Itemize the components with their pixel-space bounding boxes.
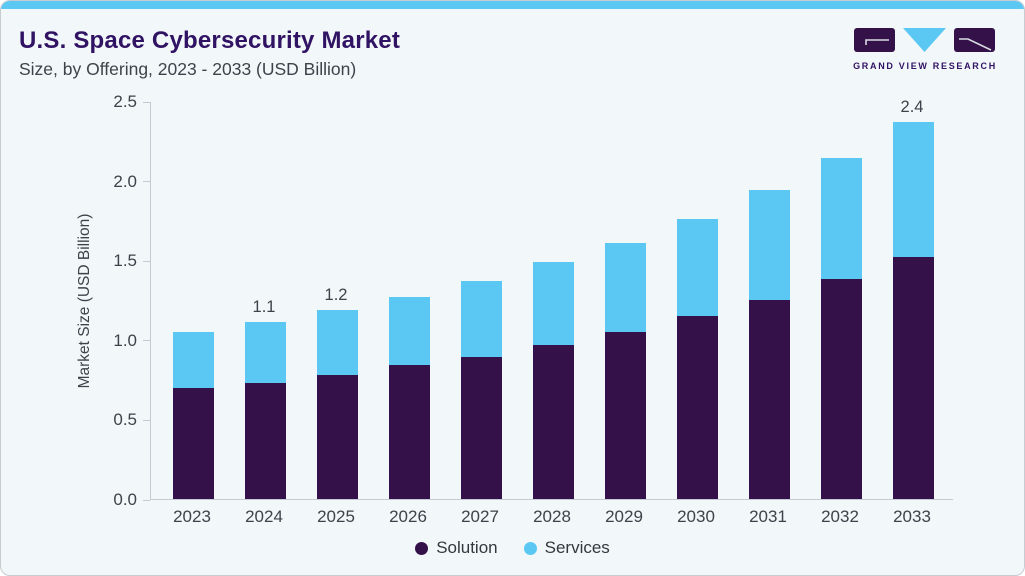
x-tick-label-2025: 2025 xyxy=(317,507,355,526)
y-tick-mark xyxy=(143,181,150,183)
bar-2028 xyxy=(532,261,574,499)
x-tick-label-2031: 2031 xyxy=(749,507,787,526)
bar-segment-services-2027 xyxy=(460,280,502,358)
y-tick-mark xyxy=(143,340,150,342)
bar-2029 xyxy=(604,242,646,499)
top-accent-bar xyxy=(1,1,1024,9)
bar-2032 xyxy=(820,158,862,499)
gvr-logo-icon xyxy=(854,28,995,52)
bar-segment-services-2030 xyxy=(676,218,718,316)
y-tick-mark xyxy=(143,101,150,103)
bar-segment-solution-2029 xyxy=(604,331,646,499)
chart-legend: Solution Services xyxy=(1,538,1024,558)
page-title: U.S. Space Cybersecurity Market xyxy=(19,27,401,54)
bar-segment-services-2024 xyxy=(244,322,286,383)
y-tick-label: 1.0 xyxy=(113,330,137,350)
y-tick-mark xyxy=(143,260,150,262)
bar-segment-solution-2028 xyxy=(532,344,574,499)
legend-dot-icon xyxy=(415,541,429,555)
bar-segment-solution-2026 xyxy=(388,365,430,499)
x-tick-label-2032: 2032 xyxy=(821,507,859,526)
grand-view-research-logo: GRAND VIEW RESEARCH xyxy=(852,27,998,71)
legend-label: Services xyxy=(544,538,610,557)
logo-text: GRAND VIEW RESEARCH xyxy=(853,61,997,71)
y-tick-mark xyxy=(143,499,150,501)
page-subtitle: Size, by Offering, 2023 - 2033 (USD Bill… xyxy=(19,59,357,79)
plot-area xyxy=(150,102,953,500)
bar-segment-solution-2031 xyxy=(748,300,790,499)
x-tick-label-2029: 2029 xyxy=(605,507,643,526)
bar-2026 xyxy=(388,296,430,499)
bar-segment-solution-2030 xyxy=(676,315,718,499)
bar-2027 xyxy=(460,280,502,499)
bar-2030 xyxy=(676,218,718,499)
y-tick-label: 0.0 xyxy=(113,490,137,509)
bar-total-label-2025: 1.2 xyxy=(324,285,348,304)
x-tick-label-2033: 2033 xyxy=(893,507,931,526)
bar-segment-solution-2027 xyxy=(460,357,502,499)
x-tick-label-2024: 2024 xyxy=(245,507,283,526)
legend-dot-icon xyxy=(523,541,537,555)
legend-label: Solution xyxy=(436,538,498,557)
x-tick-label-2030: 2030 xyxy=(677,507,715,526)
y-tick-mark xyxy=(143,419,150,421)
x-tick-label-2027: 2027 xyxy=(461,507,499,526)
bar-segment-services-2031 xyxy=(748,190,790,300)
bar-segment-services-2033 xyxy=(892,121,934,258)
y-tick-label: 2.5 xyxy=(113,92,137,111)
y-axis-title: Market Size (USD Billion) xyxy=(76,213,93,389)
bar-segment-solution-2032 xyxy=(820,279,862,499)
bar-segment-solution-2023 xyxy=(172,387,214,499)
bar-2033 xyxy=(892,121,934,499)
x-tick-label-2023: 2023 xyxy=(173,507,211,526)
bar-segment-solution-2033 xyxy=(892,257,934,499)
bar-segment-services-2025 xyxy=(316,309,358,375)
bar-2024 xyxy=(244,322,286,499)
bar-segment-services-2032 xyxy=(820,158,862,280)
bar-segment-services-2029 xyxy=(604,242,646,332)
legend-item-services: Services xyxy=(523,538,610,558)
bar-total-label-2024: 1.1 xyxy=(252,298,276,317)
y-tick-label: 2.0 xyxy=(113,171,137,191)
bar-segment-services-2028 xyxy=(532,261,574,345)
bar-segment-solution-2025 xyxy=(316,374,358,499)
bar-2025 xyxy=(316,309,358,499)
y-tick-label: 1.5 xyxy=(113,251,137,271)
x-tick-label-2026: 2026 xyxy=(389,507,427,526)
bar-segment-services-2026 xyxy=(388,296,430,366)
y-tick-label: 0.5 xyxy=(113,410,137,430)
bar-segment-services-2023 xyxy=(172,331,214,388)
bar-segment-solution-2024 xyxy=(244,382,286,499)
bar-total-label-2033: 2.4 xyxy=(900,97,924,116)
bar-2031 xyxy=(748,190,790,499)
x-tick-label-2028: 2028 xyxy=(533,507,571,526)
legend-item-solution: Solution xyxy=(415,538,498,558)
bar-2023 xyxy=(172,331,214,499)
